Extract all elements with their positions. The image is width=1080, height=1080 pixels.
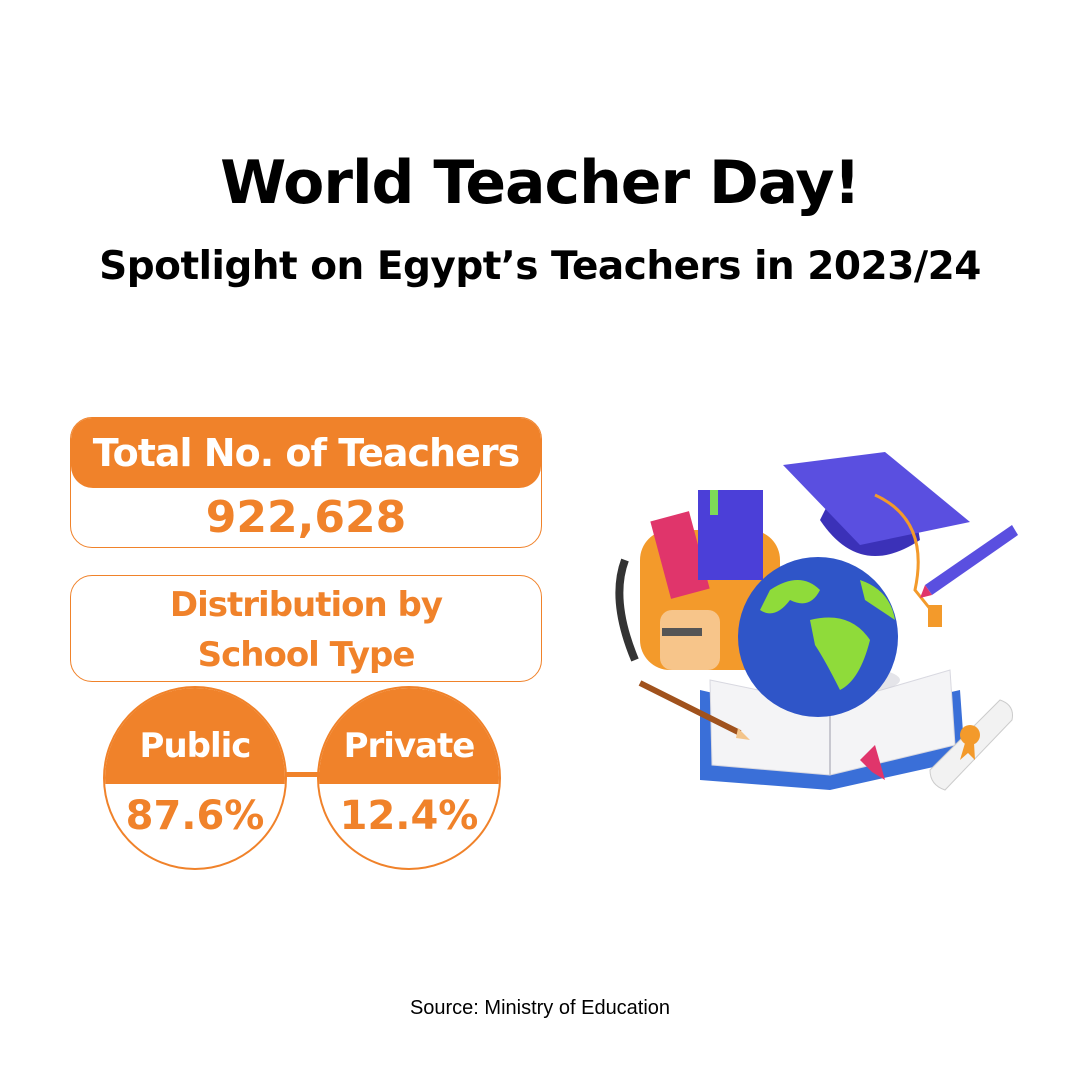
public-share-circle: Public 87.6%: [103, 686, 287, 870]
private-value: 12.4%: [339, 793, 479, 839]
distribution-heading-line2: School Type: [197, 635, 416, 675]
page-subtitle: Spotlight on Egypt’s Teachers in 2023/24: [99, 244, 981, 289]
private-share-circle: Private 12.4%: [317, 686, 501, 870]
distribution-heading-card: Distribution by School Type: [70, 575, 542, 682]
pencil-icon: [638, 680, 750, 740]
diploma-scroll-icon: [929, 699, 1013, 791]
public-label: Public: [105, 688, 285, 784]
pen-icon: [920, 525, 1018, 598]
source-note: Source: Ministry of Education: [409, 997, 671, 1019]
page-title: World Teacher Day!: [220, 148, 861, 218]
distribution-heading-line1: Distribution by: [169, 585, 443, 625]
public-value: 87.6%: [125, 793, 265, 839]
globe-icon: [738, 557, 900, 717]
education-illustration: [615, 452, 1018, 791]
total-teachers-value: 922,628: [205, 492, 407, 543]
total-teachers-label: Total No. of Teachers: [71, 418, 541, 488]
private-label: Private: [319, 688, 499, 784]
graduation-cap-icon: [783, 452, 970, 627]
books-icon: [650, 490, 763, 599]
total-teachers-card: Total No. of Teachers 922,628: [70, 417, 542, 548]
circle-connector: [285, 772, 320, 777]
